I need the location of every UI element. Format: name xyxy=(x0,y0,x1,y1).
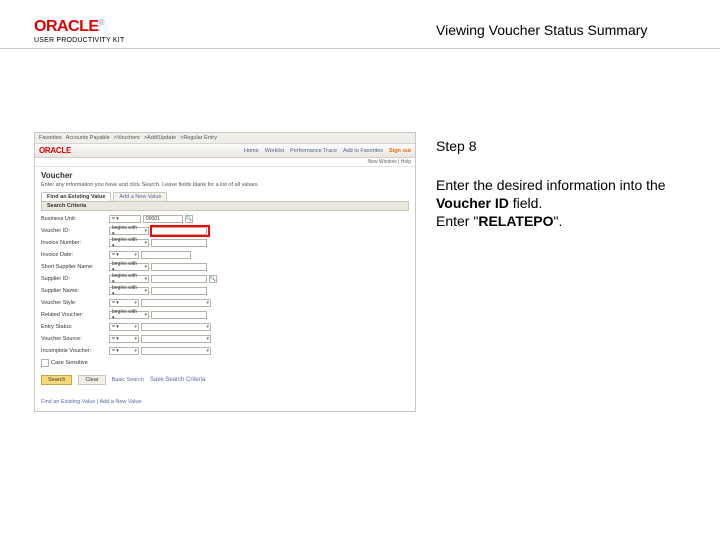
instr-part: ". xyxy=(554,213,563,229)
voucher-instructions: Enter any information you have and click… xyxy=(35,182,415,192)
form-row: Related Voucher:begins with ▾ xyxy=(41,309,409,321)
instruction-text: Enter the desired information into the V… xyxy=(436,176,686,230)
clear-button[interactable]: Clear xyxy=(78,375,105,385)
screenshot-panel: Favorites Accounts Payable > Vouchers > … xyxy=(34,132,416,412)
brand-block: ORACLE® USER PRODUCTIVITY KIT xyxy=(34,18,124,44)
signout-link[interactable]: Sign out xyxy=(389,148,411,154)
voucher-title: Voucher xyxy=(35,167,415,182)
appbar-link[interactable]: Add to Favorites xyxy=(343,148,383,154)
appbar-link[interactable]: Home xyxy=(244,148,259,154)
form-row: Short Supplier Name:begins with ▾ xyxy=(41,261,409,273)
tabs: Find an Existing Value Add a New Value xyxy=(35,192,415,201)
op-select[interactable]: = ▾ xyxy=(109,323,139,331)
instr-bold: Voucher ID xyxy=(436,195,509,211)
footer-tabs-text: Find an Existing Value | Add a New Value xyxy=(35,391,415,411)
op-select[interactable]: begins with ▾ xyxy=(109,227,149,235)
appbar-logo: ORACLE xyxy=(39,146,71,155)
crumb: Favorites xyxy=(39,135,62,141)
crumb: Add/Update xyxy=(147,135,176,141)
document-title: Viewing Voucher Status Summary xyxy=(436,22,720,38)
form-row: Invoice Date:= ▾ xyxy=(41,249,409,261)
form-row: Invoice Number:begins with ▾ xyxy=(41,237,409,249)
status-line: New Window | Help xyxy=(35,158,415,167)
voucher-style-select[interactable] xyxy=(141,299,211,307)
section-title: Search Criteria xyxy=(41,202,409,211)
brand-subtitle: USER PRODUCTIVITY KIT xyxy=(34,37,124,44)
case-sensitive-checkbox[interactable] xyxy=(41,359,49,367)
tab-add-new[interactable]: Add a New Value xyxy=(113,192,167,201)
op-select[interactable]: begins with ▾ xyxy=(109,263,149,271)
actions-bar: Search Clear Basic Search Save Search Cr… xyxy=(41,375,409,385)
tab-find-existing[interactable]: Find an Existing Value xyxy=(41,192,111,201)
form-row: Voucher Style:= ▾ xyxy=(41,297,409,309)
app-bar: ORACLE Home Worklist Performance Trace A… xyxy=(35,144,415,158)
form-row: Business Unit:= ▾00001🔍 xyxy=(41,213,409,225)
header-separator xyxy=(0,48,720,49)
op-select[interactable]: begins with ▾ xyxy=(109,287,149,295)
lookup-icon[interactable]: 🔍 xyxy=(185,215,193,223)
form-row: Voucher Source:= ▾ xyxy=(41,333,409,345)
op-select[interactable]: begins with ▾ xyxy=(109,239,149,247)
incomplete-voucher-select[interactable] xyxy=(141,347,211,355)
form-row: Entry Status:= ▾ xyxy=(41,321,409,333)
lookup-icon[interactable]: 🔍 xyxy=(209,275,217,283)
op-select[interactable]: begins with ▾ xyxy=(109,311,149,319)
op-select[interactable]: = ▾ xyxy=(109,347,139,355)
voucher-source-select[interactable] xyxy=(141,335,211,343)
instr-part: field. xyxy=(509,195,542,211)
form-row: Voucher ID:begins with ▾ xyxy=(41,225,409,237)
crumb: Vouchers xyxy=(117,135,140,141)
business-unit-input[interactable]: 00001 xyxy=(143,215,183,223)
form-row: Supplier Name:begins with ▾ xyxy=(41,285,409,297)
instr-part: Enter " xyxy=(436,213,478,229)
crumb: Regular Entry xyxy=(183,135,217,141)
appbar-link[interactable]: Worklist xyxy=(265,148,284,154)
search-button[interactable]: Search xyxy=(41,375,72,385)
op-select[interactable]: = ▾ xyxy=(109,251,139,259)
basic-search-link[interactable]: Basic Search xyxy=(112,377,144,383)
related-voucher-input[interactable] xyxy=(151,311,207,319)
supplier-id-input[interactable] xyxy=(151,275,207,283)
invoice-number-input[interactable] xyxy=(151,239,207,247)
supplier-name-input[interactable] xyxy=(151,287,207,295)
step-label: Step 8 xyxy=(436,138,476,154)
crumb: Accounts Payable xyxy=(66,135,110,141)
op-select[interactable]: = ▾ xyxy=(109,215,141,223)
appbar-link[interactable]: Performance Trace xyxy=(290,148,337,154)
form-row: Case Sensitive xyxy=(41,357,409,369)
op-select[interactable]: = ▾ xyxy=(109,299,139,307)
form-row: Incomplete Voucher:= ▾ xyxy=(41,345,409,357)
breadcrumb: Favorites Accounts Payable > Vouchers > … xyxy=(35,133,415,144)
brand-text: ORACLE xyxy=(34,18,99,35)
save-search-link[interactable]: Save Search Criteria xyxy=(150,377,205,383)
op-select[interactable]: begins with ▾ xyxy=(109,275,149,283)
voucher-id-input[interactable] xyxy=(151,227,207,235)
invoice-date-input[interactable] xyxy=(141,251,191,259)
instr-part: Enter the desired information into the xyxy=(436,177,666,193)
form-row: Supplier ID:begins with ▾🔍 xyxy=(41,273,409,285)
short-supplier-input[interactable] xyxy=(151,263,207,271)
entry-status-select[interactable] xyxy=(141,323,211,331)
brand-logo: ORACLE® xyxy=(34,18,124,36)
appbar-links: Home Worklist Performance Trace Add to F… xyxy=(244,148,411,154)
case-sensitive-label: Case Sensitive xyxy=(51,360,88,366)
instr-bold: RELATEPO xyxy=(478,213,553,229)
op-select[interactable]: = ▾ xyxy=(109,335,139,343)
